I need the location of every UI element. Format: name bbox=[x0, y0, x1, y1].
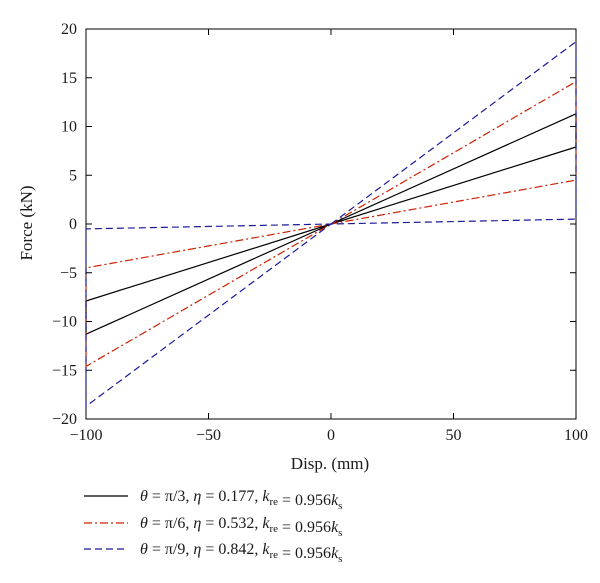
series-3-line bbox=[85, 40, 577, 408]
x-tick-label: 100 bbox=[564, 427, 588, 444]
legend: θ = π/3, η = 0.177, kre = 0.956ks θ = π/6… bbox=[84, 488, 342, 565]
series-layer bbox=[85, 40, 577, 408]
y-tick-label: 15 bbox=[61, 70, 77, 87]
x-axis-label: Disp. (mm) bbox=[291, 454, 369, 473]
y-tick-label: −5 bbox=[60, 265, 77, 282]
x-tick-label: −100 bbox=[69, 427, 102, 444]
x-tick-label: 50 bbox=[446, 427, 462, 444]
y-tick-label: 0 bbox=[69, 216, 77, 233]
y-tick-label: 20 bbox=[61, 21, 77, 38]
legend-label-1: θ = π/3, η = 0.177, kre = 0.956ks bbox=[140, 488, 342, 512]
y-tick-label: 5 bbox=[69, 167, 77, 184]
x-tick-label: −50 bbox=[196, 427, 221, 444]
legend-label-3: θ = π/9, η = 0.842, kre = 0.956ks bbox=[140, 541, 342, 565]
y-tick-label: 10 bbox=[61, 119, 77, 136]
x-tick-label: 0 bbox=[327, 427, 335, 444]
y-axis-label: Force (kN) bbox=[17, 185, 36, 260]
y-tick-label: −20 bbox=[52, 411, 77, 428]
y-tick-label: −15 bbox=[52, 362, 77, 379]
legend-label-2: θ = π/6, η = 0.532, kre = 0.956ks bbox=[140, 515, 342, 539]
y-tick-label: −10 bbox=[52, 314, 77, 331]
